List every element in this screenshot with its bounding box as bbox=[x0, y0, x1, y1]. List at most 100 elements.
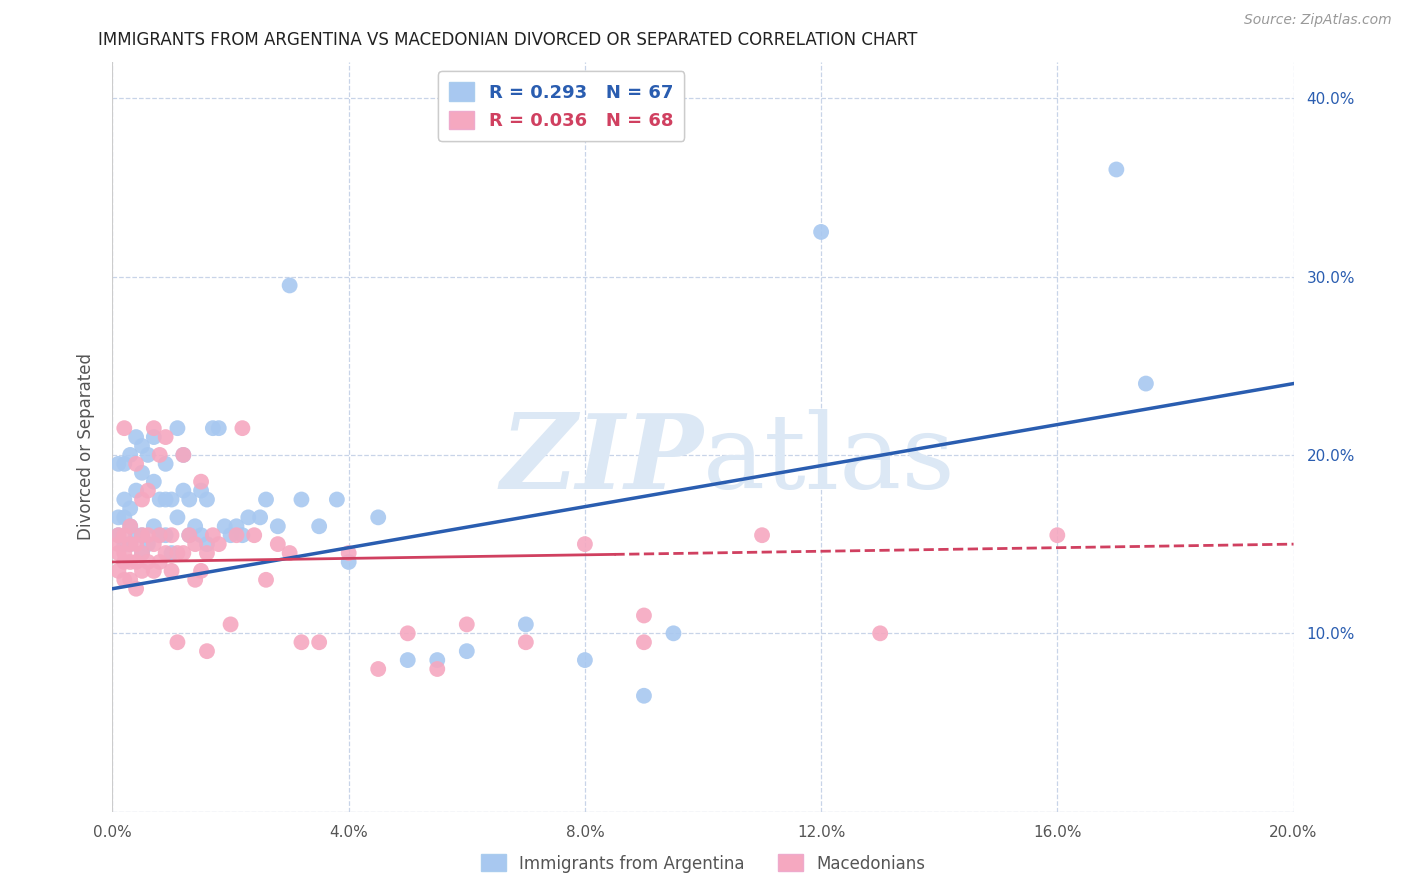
Point bbox=[326, 492, 349, 507]
Point bbox=[155, 430, 177, 444]
Point bbox=[633, 635, 655, 649]
Point bbox=[751, 528, 773, 542]
Point bbox=[131, 492, 153, 507]
Point bbox=[810, 225, 832, 239]
Point bbox=[195, 644, 218, 658]
Point bbox=[195, 537, 218, 551]
Point bbox=[155, 528, 177, 542]
Point bbox=[120, 555, 142, 569]
Point bbox=[1105, 162, 1128, 177]
Point bbox=[190, 483, 212, 498]
Point bbox=[184, 537, 207, 551]
Point bbox=[107, 528, 129, 542]
Point bbox=[131, 466, 153, 480]
Point bbox=[142, 537, 165, 551]
Point bbox=[195, 546, 218, 560]
Point bbox=[574, 537, 596, 551]
Point bbox=[166, 421, 188, 435]
Point bbox=[107, 564, 129, 578]
Point bbox=[160, 528, 183, 542]
Point bbox=[131, 439, 153, 453]
Point bbox=[149, 528, 172, 542]
Point bbox=[155, 492, 177, 507]
Point bbox=[142, 421, 165, 435]
Point bbox=[574, 653, 596, 667]
Point bbox=[396, 653, 419, 667]
Point bbox=[142, 519, 165, 533]
Point bbox=[107, 457, 129, 471]
Point bbox=[142, 564, 165, 578]
Point bbox=[136, 448, 159, 462]
Legend: Immigrants from Argentina, Macedonians: Immigrants from Argentina, Macedonians bbox=[474, 847, 932, 880]
Point bbox=[426, 662, 449, 676]
Point bbox=[136, 483, 159, 498]
Point bbox=[633, 608, 655, 623]
Point bbox=[125, 582, 148, 596]
Point bbox=[172, 448, 194, 462]
Point bbox=[107, 537, 129, 551]
Point bbox=[337, 555, 360, 569]
Point bbox=[367, 510, 389, 524]
Point bbox=[155, 457, 177, 471]
Point bbox=[179, 492, 201, 507]
Point bbox=[112, 546, 135, 560]
Text: ZIP: ZIP bbox=[501, 409, 703, 510]
Point bbox=[290, 492, 312, 507]
Point bbox=[149, 492, 172, 507]
Point bbox=[125, 528, 148, 542]
Point bbox=[160, 492, 183, 507]
Point bbox=[190, 564, 212, 578]
Point bbox=[225, 528, 247, 542]
Point bbox=[662, 626, 685, 640]
Point bbox=[254, 492, 277, 507]
Point bbox=[120, 519, 142, 533]
Point bbox=[396, 626, 419, 640]
Point bbox=[633, 689, 655, 703]
Point bbox=[308, 519, 330, 533]
Point bbox=[160, 546, 183, 560]
Point bbox=[112, 510, 135, 524]
Point bbox=[120, 501, 142, 516]
Point bbox=[142, 475, 165, 489]
Point bbox=[112, 421, 135, 435]
Point bbox=[225, 519, 247, 533]
Point bbox=[166, 635, 188, 649]
Point bbox=[125, 430, 148, 444]
Point bbox=[267, 519, 290, 533]
Point bbox=[254, 573, 277, 587]
Point bbox=[308, 635, 330, 649]
Point bbox=[1135, 376, 1157, 391]
Point bbox=[195, 492, 218, 507]
Point bbox=[172, 448, 194, 462]
Point bbox=[515, 617, 537, 632]
Point bbox=[278, 546, 301, 560]
Text: Source: ZipAtlas.com: Source: ZipAtlas.com bbox=[1244, 13, 1392, 28]
Point bbox=[249, 510, 271, 524]
Point bbox=[136, 528, 159, 542]
Point bbox=[125, 555, 148, 569]
Point bbox=[120, 519, 142, 533]
Point bbox=[155, 546, 177, 560]
Point bbox=[456, 617, 478, 632]
Point bbox=[112, 457, 135, 471]
Point bbox=[219, 528, 242, 542]
Point bbox=[278, 278, 301, 293]
Text: atlas: atlas bbox=[703, 409, 956, 510]
Point bbox=[1046, 528, 1069, 542]
Point bbox=[131, 564, 153, 578]
Point bbox=[172, 546, 194, 560]
Point bbox=[172, 483, 194, 498]
Point bbox=[219, 617, 242, 632]
Point bbox=[166, 546, 188, 560]
Point bbox=[107, 546, 129, 560]
Point bbox=[120, 537, 142, 551]
Point bbox=[120, 448, 142, 462]
Point bbox=[149, 555, 172, 569]
Point bbox=[149, 528, 172, 542]
Point bbox=[142, 430, 165, 444]
Point bbox=[112, 573, 135, 587]
Point bbox=[125, 483, 148, 498]
Point bbox=[131, 546, 153, 560]
Point bbox=[290, 635, 312, 649]
Point bbox=[267, 537, 290, 551]
